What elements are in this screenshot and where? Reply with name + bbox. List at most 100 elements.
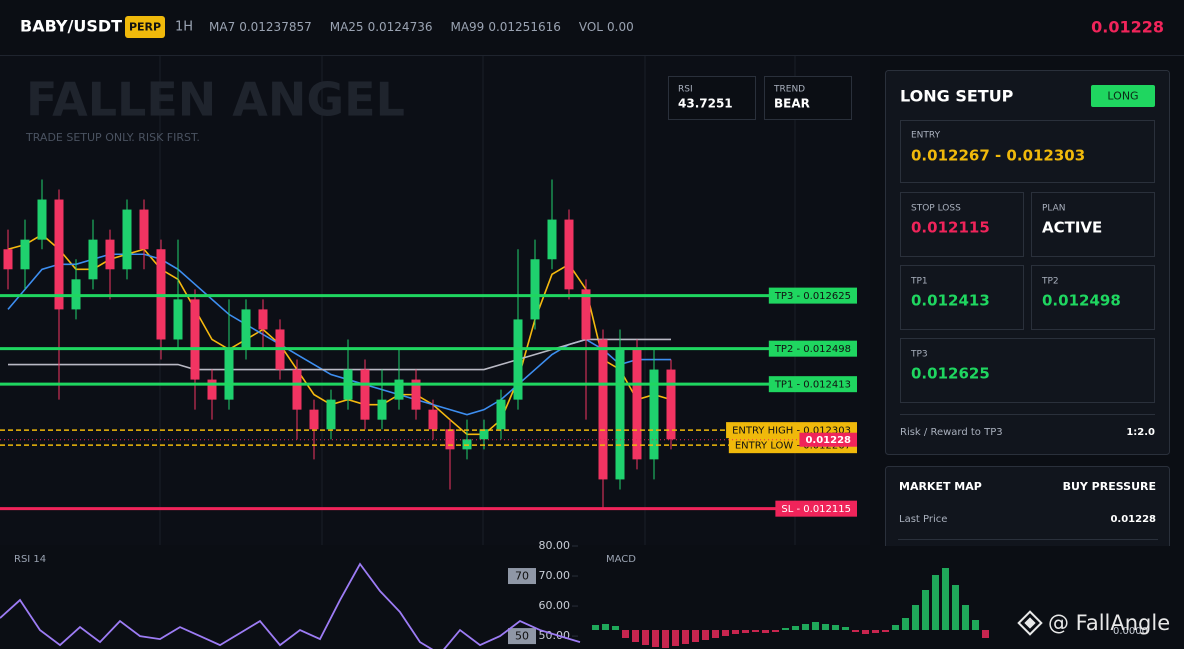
candle-body (615, 349, 625, 480)
indicator: MA25 0.0124736 (330, 20, 433, 34)
macd-bar (852, 630, 859, 632)
candle-body (428, 409, 438, 430)
y-tick-label: 0.0000 (1113, 626, 1148, 637)
candle-body (632, 349, 642, 460)
market-row-label: Last Price (899, 514, 947, 525)
macd-bar (632, 630, 639, 642)
plan-box (1031, 192, 1155, 257)
watermark-title: FALLEN ANGEL (26, 73, 405, 127)
macd-bar (702, 630, 709, 640)
brand: @ FallAngle (1017, 610, 1170, 636)
entry-value: 0.012267 - 0.012303 (911, 147, 1085, 165)
candle-body (394, 379, 404, 400)
indicator-value: 0.00 (607, 20, 634, 34)
macd-bar (922, 590, 929, 630)
candle-body (411, 379, 421, 410)
indicator-value: 0.01251616 (488, 20, 561, 34)
setup-title: LONG SETUP (900, 87, 1014, 106)
candle-body (564, 219, 574, 290)
candle-body (241, 309, 251, 350)
macd-bar (912, 605, 919, 630)
rr-value: 1:2.0 (1126, 427, 1155, 438)
main-chart: TP3 - 0.012625 TP2 - 0.012498 TP1 - 0.0124… (0, 179, 857, 517)
indicators: MA7 0.01237857 MA25 0.0124736 MA99 0.01251616… (209, 20, 634, 34)
brand-logo (1017, 610, 1043, 636)
macd-bar (732, 630, 739, 634)
candle-body (598, 339, 608, 480)
macd-bar (842, 627, 849, 630)
stat-label: TREND (773, 85, 805, 95)
stat-box (668, 76, 756, 120)
indicator: MA7 0.01237857 (209, 20, 312, 34)
long-badge-text: LONG (1107, 90, 1138, 103)
indicator-name: MA7 (209, 20, 235, 34)
macd-bar (742, 630, 749, 633)
macd-bar (892, 625, 899, 630)
macd-bar (792, 626, 799, 630)
y-tick-label: 60.00 (539, 599, 571, 612)
indicator-value: 0.0124736 (368, 20, 433, 34)
tp3-box (900, 338, 1155, 403)
perp-badge-text: PERP (129, 21, 161, 34)
macd-bar (982, 630, 989, 638)
candle-body (581, 289, 591, 340)
sl-box (900, 192, 1024, 257)
macd-bar (962, 605, 969, 630)
rsi-level-text: 50 (515, 630, 529, 643)
sl-value: 0.012115 (911, 219, 990, 237)
candle-body (207, 379, 217, 400)
candle-body (3, 249, 13, 270)
macd-bar (822, 624, 829, 630)
macd-bar (692, 630, 699, 642)
macd-bar (782, 628, 789, 630)
macd-bar (932, 575, 939, 630)
level-tag (768, 287, 857, 304)
candle-body (479, 429, 489, 440)
macd-bar (722, 630, 729, 636)
stat-label: RSI (678, 85, 693, 95)
stat-value: BEAR (774, 97, 810, 111)
market-title: MARKET MAP (899, 480, 982, 493)
tp1-value: 0.012413 (911, 292, 990, 310)
tp1-label: TP1 (910, 277, 928, 287)
tp2-value: 0.012498 (1042, 292, 1121, 310)
interval: 1H (175, 20, 193, 35)
level-tag-text: SL - 0.012115 (781, 504, 851, 515)
market-status: BUY PRESSURE (1063, 480, 1156, 493)
stat-box (764, 76, 852, 120)
rsi-level-tag (508, 568, 536, 585)
indicator-name: MA99 (450, 20, 484, 34)
indicator-name: MA25 (330, 20, 364, 34)
macd-bar (642, 630, 649, 645)
tp2-box (1031, 265, 1155, 330)
candle-body (54, 199, 64, 310)
candle-body (173, 299, 183, 340)
last-price-tag (799, 432, 857, 447)
macd-bar (602, 624, 609, 630)
macd-bar (952, 585, 959, 630)
macd-bar (622, 630, 629, 638)
macd-bar (872, 630, 879, 633)
ma-line (7, 233, 672, 436)
rsi-line (0, 562, 581, 649)
candle-body (462, 439, 472, 450)
macd-bar (682, 630, 689, 644)
last-price-tag-text: 0.01228 (805, 435, 851, 446)
indicator: MA99 0.01251616 (450, 20, 560, 34)
macd-bar (882, 630, 889, 632)
level-tag-text: TP2 - 0.012498 (774, 344, 851, 355)
candle-body (377, 399, 387, 420)
entry-box (900, 120, 1155, 183)
candle-body (88, 239, 98, 280)
macd-bars (592, 568, 989, 648)
candle-body (530, 259, 540, 320)
perp-badge (125, 16, 165, 38)
candle-body (326, 399, 336, 430)
candle-body (496, 399, 506, 430)
candle-body (360, 369, 370, 420)
watermark-subtitle: TRADE SETUP ONLY. RISK FIRST. (25, 131, 200, 144)
macd-bar (662, 630, 669, 648)
macd-bar (612, 626, 619, 630)
